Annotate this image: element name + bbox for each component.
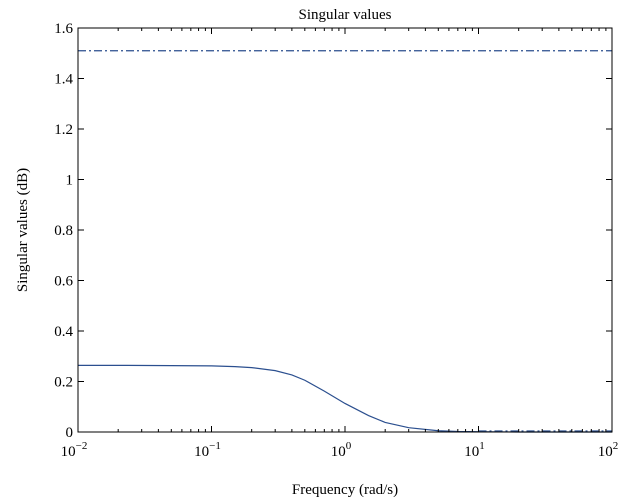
chart-title: Singular values [299, 7, 392, 23]
x-tick-label: 102 [598, 440, 619, 460]
y-tick-label: 0.8 [54, 223, 73, 239]
y-tick-label: 0.2 [54, 375, 73, 391]
x-axis-label: Frequency (rad/s) [292, 482, 398, 498]
series-line-1 [78, 364, 612, 433]
y-tick-label: 0.6 [54, 274, 73, 290]
data-layer [78, 50, 612, 433]
y-tick-label: 1.2 [54, 122, 73, 138]
ticks-layer: 10−2 10−1 100 101 102 0 0.2 0.4 0.6 0.8 1 1.2 1.4 1.6 [54, 21, 618, 460]
x-tick-label: 10−1 [194, 440, 221, 460]
y-tick-label: 0.4 [54, 324, 73, 340]
y-tick-label: 1 [66, 173, 74, 189]
x-tick-label: 10−2 [61, 440, 88, 460]
y-tick-label: 0 [66, 425, 74, 441]
x-tick-label: 100 [331, 440, 352, 460]
y-axis-label: Singular values (dB) [15, 168, 31, 292]
plot-frame [77, 27, 613, 433]
y-tick-label: 1.6 [54, 21, 73, 37]
y-tick-label: 1.4 [54, 72, 73, 88]
x-tick-label: 101 [464, 440, 485, 460]
